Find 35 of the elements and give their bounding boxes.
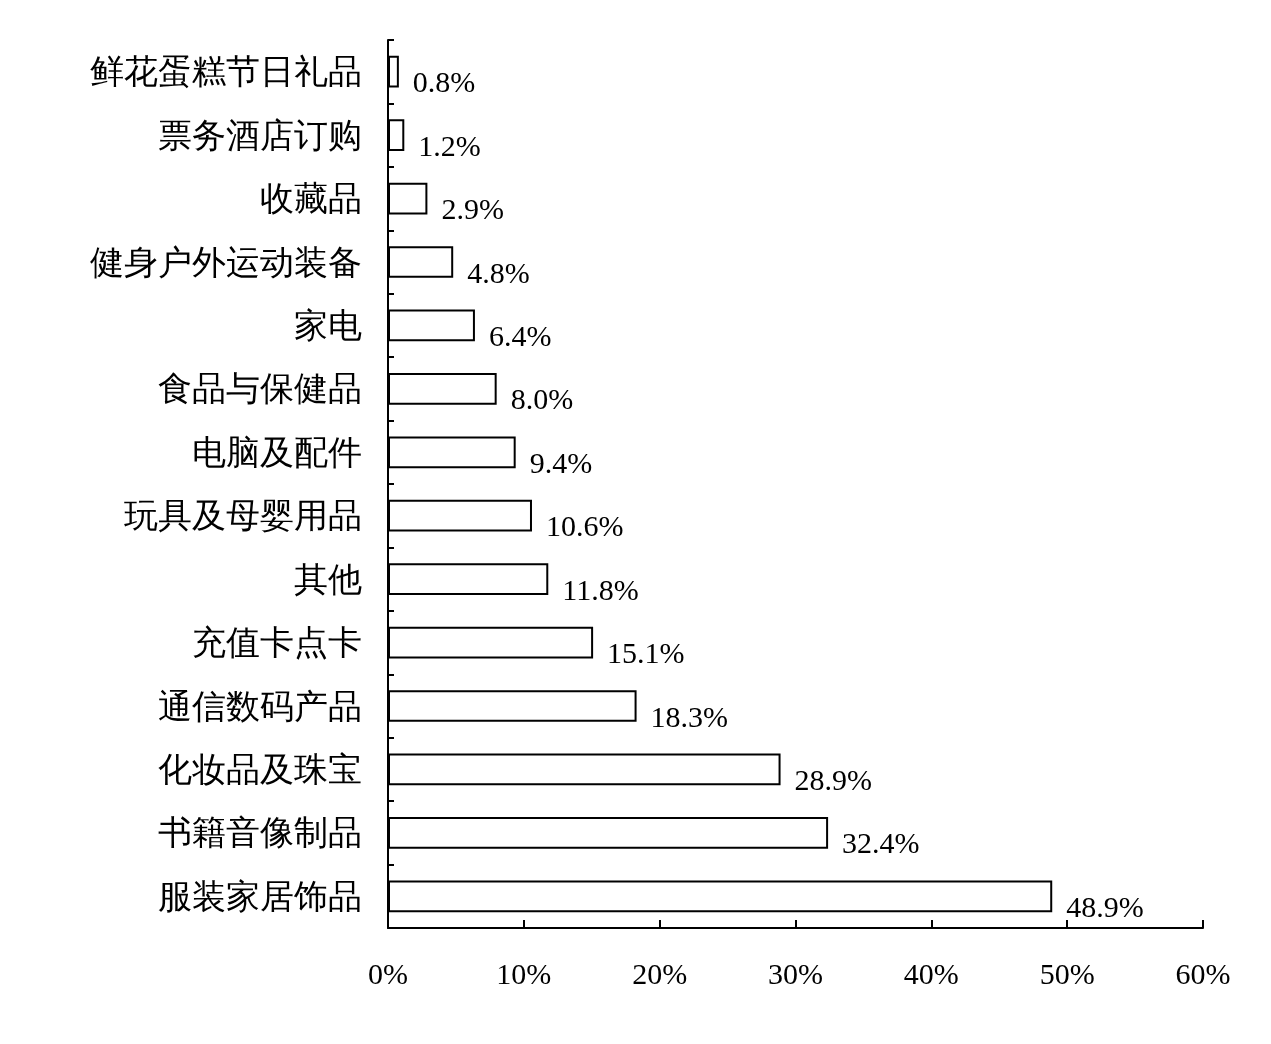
- data-label: 28.9%: [794, 762, 873, 796]
- y-tick-label: 收藏品: [260, 180, 362, 218]
- data-label: 9.4%: [529, 445, 593, 479]
- data-label: 1.2%: [418, 128, 481, 162]
- data-label: 32.4%: [842, 826, 920, 860]
- x-tick-label: 20%: [632, 956, 688, 990]
- y-tick-label: 化妆品及珠宝: [158, 750, 362, 788]
- y-tick-label: 服装家居饰品: [158, 877, 362, 915]
- data-label: 0.8%: [412, 65, 476, 99]
- y-tick-label: 通信数码产品: [158, 687, 362, 725]
- y-tick-label: 健身户外运动装备: [90, 243, 362, 281]
- x-tick-label: 40%: [903, 956, 959, 990]
- y-tick-label: 充值卡点卡: [192, 624, 362, 662]
- x-tick-label: 0%: [368, 956, 408, 990]
- x-tick-label: 60%: [1175, 956, 1231, 990]
- y-tick-label: 票务酒店订购: [158, 116, 362, 154]
- y-tick-label: 食品与保健品: [158, 370, 362, 408]
- y-tick-label: 其他: [294, 560, 362, 598]
- x-tick-label: 30%: [768, 956, 823, 990]
- x-tick-label: 10%: [496, 956, 552, 990]
- data-label: 48.9%: [1066, 889, 1144, 923]
- y-tick-label: 鲜花蛋糕节日礼品: [90, 53, 362, 91]
- data-label: 4.8%: [467, 255, 530, 289]
- y-tick-label: 书籍音像制品: [158, 814, 362, 852]
- data-label: 18.3%: [650, 699, 729, 733]
- data-label: 15.1%: [607, 636, 685, 670]
- data-label: 8.0%: [510, 382, 574, 416]
- data-label: 6.4%: [488, 318, 552, 352]
- x-tick-label: 50%: [1039, 956, 1095, 990]
- y-tick-label: 玩具及母婴用品: [124, 497, 362, 535]
- data-label: 11.8%: [562, 572, 639, 606]
- y-tick-label: 家电: [294, 306, 362, 344]
- y-tick-label: 电脑及配件: [192, 433, 362, 471]
- data-label: 2.9%: [441, 192, 504, 226]
- data-label: 10.6%: [545, 509, 624, 543]
